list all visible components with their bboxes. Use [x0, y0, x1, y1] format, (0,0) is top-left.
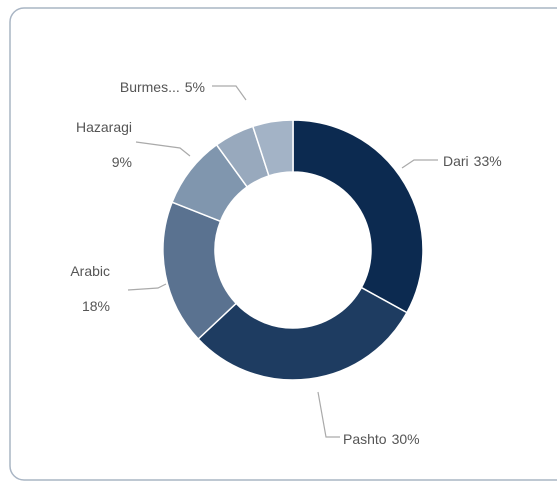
- category-label: Burmes...: [120, 79, 180, 95]
- value-label: 33%: [474, 153, 502, 169]
- data-label: Hazaragi 9%: [76, 119, 132, 170]
- data-label: Burmes... 5%: [120, 79, 205, 95]
- leader-line: [127, 283, 167, 291]
- data-label: Arabic 18%: [70, 263, 110, 314]
- data-label: Pashto 30%: [343, 431, 420, 447]
- leader-line: [212, 85, 247, 101]
- donut-slice: [292, 119, 424, 314]
- value-label: 5%: [185, 79, 205, 95]
- value-label: 9%: [112, 154, 132, 170]
- category-label: Dari: [443, 153, 469, 169]
- category-label: Hazaragi: [76, 119, 132, 135]
- category-label: Arabic: [70, 263, 110, 279]
- data-label: Dari 33%: [443, 153, 502, 169]
- leader-line: [135, 141, 191, 157]
- card: [9, 7, 557, 481]
- donut-slice: [197, 286, 408, 381]
- value-label: 30%: [392, 431, 420, 447]
- leader-line: [317, 391, 340, 438]
- value-label: 18%: [82, 298, 110, 314]
- donut-slice: [251, 119, 294, 177]
- category-label: Pashto: [343, 431, 387, 447]
- leader-line: [401, 159, 438, 169]
